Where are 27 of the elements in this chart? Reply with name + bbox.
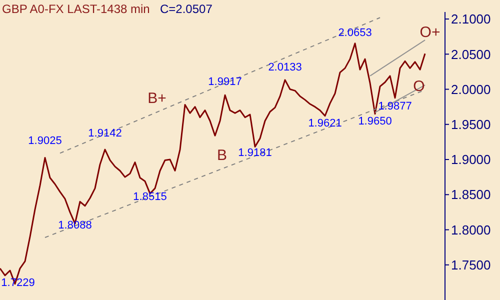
annotation: 1.9917: [208, 76, 242, 88]
y-tick-label: 1.9000: [451, 152, 491, 168]
annotation: 1.9650: [358, 116, 392, 128]
chart-title: GBP A0-FX LAST-1438 min: [2, 2, 150, 16]
annotation: 1.8515: [133, 191, 167, 204]
y-tick-label: 2.0500: [451, 46, 491, 62]
y-tick-label: 1.8000: [451, 222, 491, 238]
annotation: 1.9181: [238, 146, 272, 159]
y-tick-label: 2.1000: [451, 12, 491, 27]
annotation: 1.9621: [308, 117, 342, 130]
annotation: 1.9025: [28, 135, 62, 148]
y-tick-label: 1.7500: [451, 257, 491, 272]
annotation: 1.8088: [58, 220, 92, 232]
annotation: O: [413, 78, 425, 95]
annotation: B: [216, 147, 228, 164]
annotation: B+: [148, 90, 167, 107]
annotation: 1.7229: [1, 276, 35, 289]
annotation: O+: [420, 24, 440, 41]
annotation: 1.9142: [88, 127, 122, 140]
annotation: 2.0653: [338, 26, 372, 39]
chart-subtitle: C=2.0507: [160, 2, 213, 16]
line-series: [0, 42, 426, 285]
y-tick-label: 2.0000: [451, 82, 491, 97]
y-tick-label: 1.9500: [451, 117, 491, 132]
annotation: 1.9877: [378, 100, 412, 112]
annotation: 2.0133: [268, 61, 302, 74]
y-tick-label: 1.8500: [451, 187, 491, 202]
